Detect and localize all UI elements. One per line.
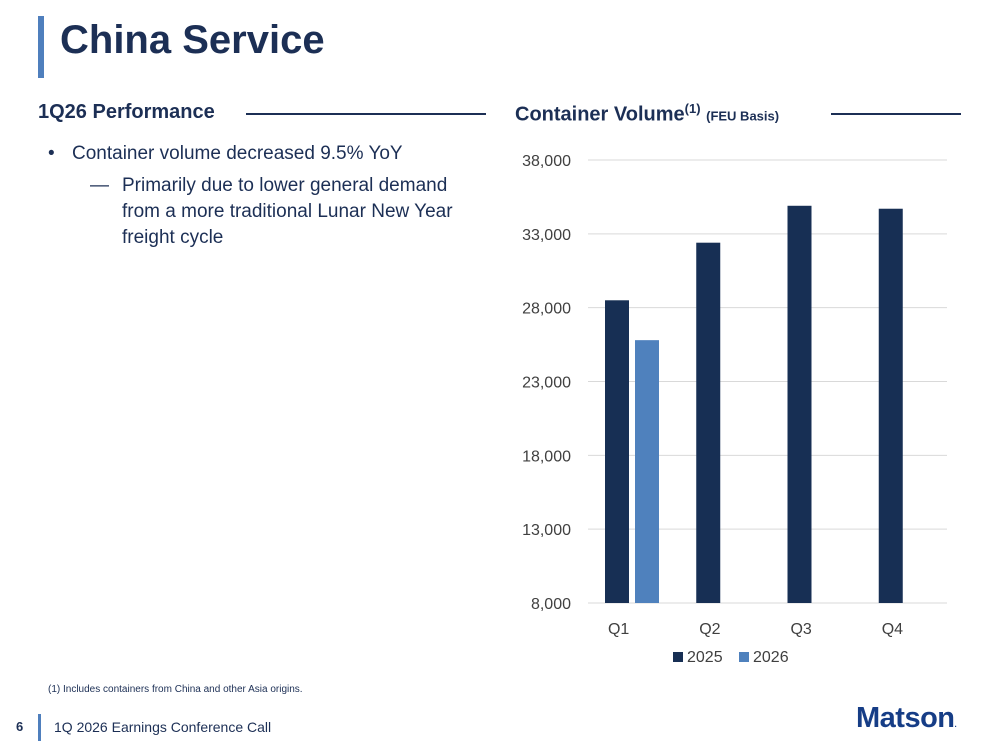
sub-bullet-text: Primarily due to lower general demand fr… [122, 175, 453, 248]
page-number: 6 [16, 719, 24, 734]
title-accent-bar [38, 16, 44, 78]
container-volume-chart: 8,000 13,000 18,000 23,000 28,000 33,000 38,00… [522, 153, 947, 666]
page-title: China Service [60, 18, 325, 62]
y-tick-label: 28,000 [522, 301, 571, 318]
sub-bullet-item: — Primarily due to lower general demand … [90, 173, 468, 251]
bar-2025-q3 [787, 205, 812, 603]
bar-2025-q1 [605, 300, 629, 603]
x-tick-label: Q1 [608, 621, 629, 638]
y-tick-label: 13,000 [522, 522, 571, 539]
legend-label-2025: 2025 [687, 649, 723, 666]
y-tick-label: 38,000 [522, 153, 571, 170]
left-heading-rule [246, 113, 486, 115]
y-tick-label: 8,000 [531, 596, 571, 613]
bar-2025-q4 [878, 208, 903, 603]
left-section-heading: 1Q26 Performance [38, 101, 215, 123]
bar-2025-q2 [696, 242, 721, 603]
x-tick-label: Q2 [699, 621, 720, 638]
right-section-heading: Container Volume(1) (FEU Basis) [515, 101, 779, 127]
right-heading-rule [831, 113, 961, 115]
legend-label-2026: 2026 [753, 649, 789, 666]
footer-text: 1Q 2026 Earnings Conference Call [54, 719, 272, 735]
bullet-list: • Container volume decreased 9.5% YoY — … [48, 143, 468, 251]
bullet-item: • Container volume decreased 9.5% YoY [48, 143, 468, 165]
legend-swatch-2026 [739, 652, 749, 662]
logo-mark: . [954, 720, 957, 729]
x-tick-label: Q3 [790, 621, 811, 638]
footer-divider [38, 714, 41, 741]
right-heading-sup: (1) [684, 101, 701, 116]
right-heading-text: Container Volume [515, 103, 685, 126]
footnote: (1) Includes containers from China and o… [48, 684, 303, 695]
bar-2026-q1 [635, 340, 659, 603]
logo-text: Matson [856, 702, 955, 734]
bullet-marker: • [48, 143, 55, 164]
x-tick-label: Q4 [882, 621, 903, 638]
y-tick-label: 18,000 [522, 448, 571, 465]
right-heading-note: (FEU Basis) [706, 108, 780, 124]
legend-swatch-2025 [673, 652, 683, 662]
sub-bullet-marker: — [90, 175, 109, 196]
y-tick-label: 33,000 [522, 227, 571, 244]
y-tick-label: 23,000 [522, 375, 571, 392]
matson-logo: Matson. [856, 702, 957, 735]
bullet-text: Container volume decreased 9.5% YoY [72, 143, 403, 164]
